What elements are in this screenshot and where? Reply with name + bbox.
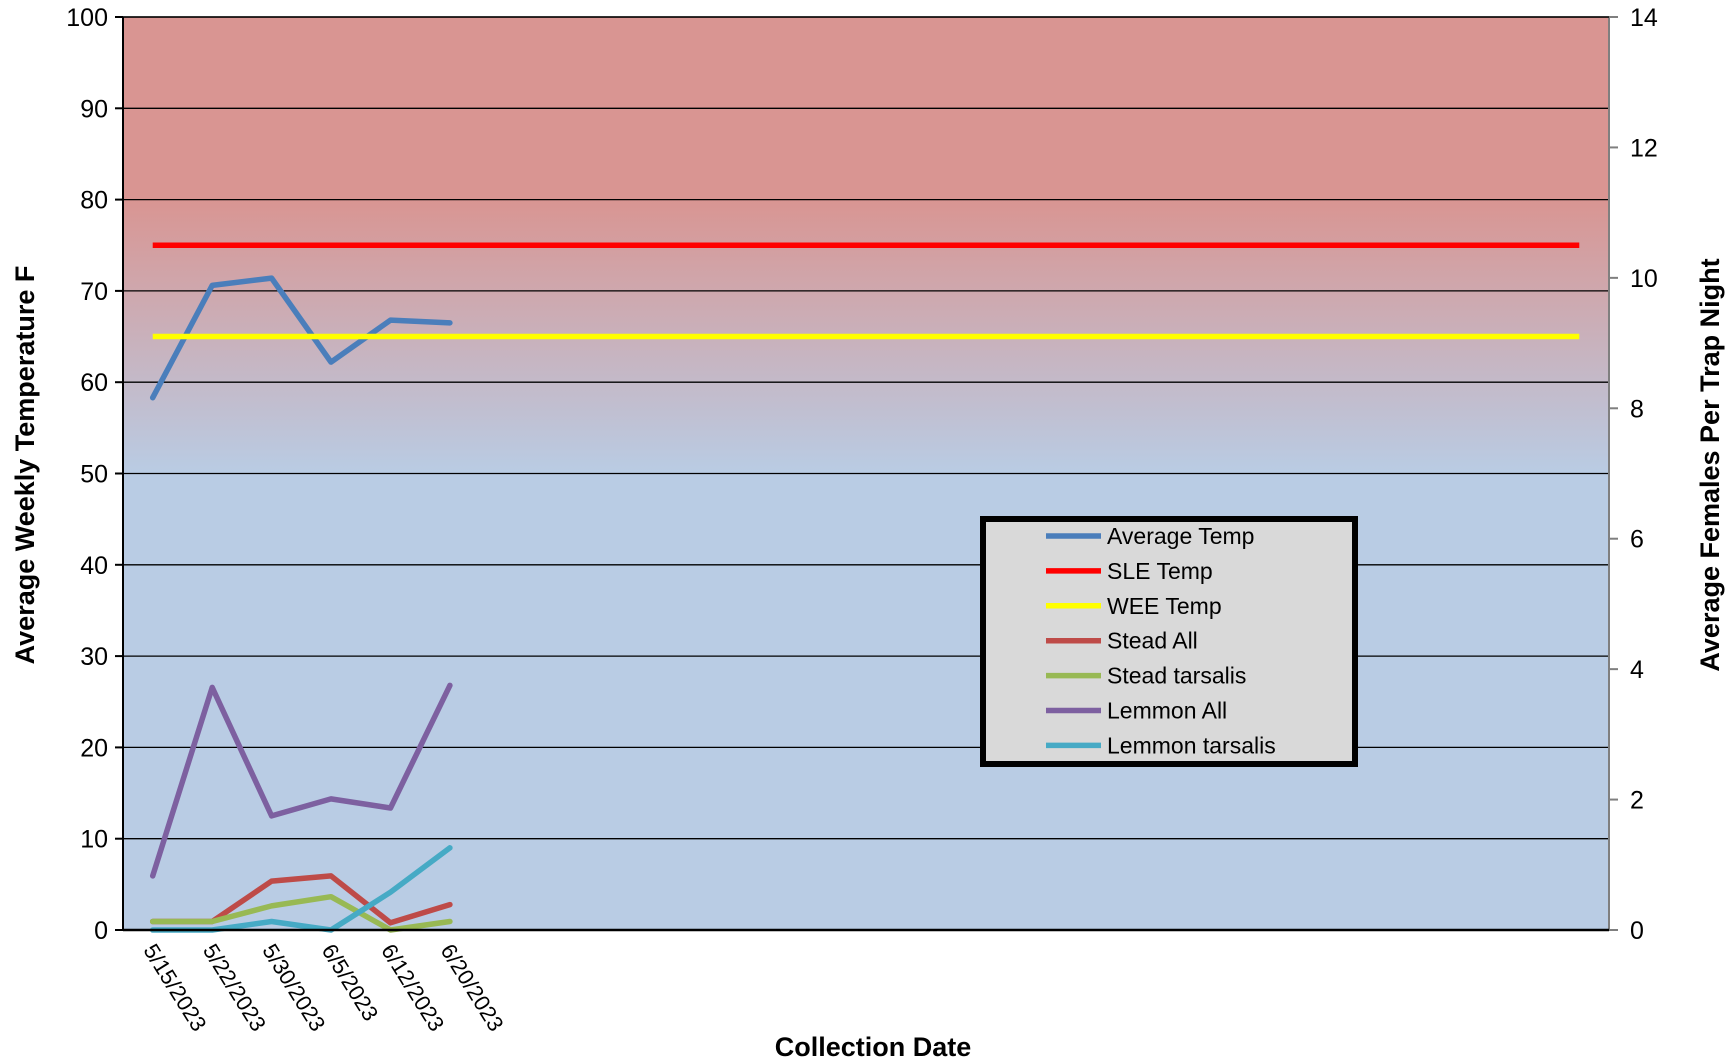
y-axis-title: Average Weekly Temperature F	[10, 266, 40, 665]
legend-label-lemmon-all: Lemmon All	[1107, 698, 1227, 724]
y-tick-label: 90	[80, 95, 108, 123]
legend-label-lemmon-tarsalis: Lemmon tarsalis	[1107, 732, 1276, 758]
y-tick-label: 20	[80, 734, 108, 762]
y2-tick-label: 8	[1630, 395, 1644, 423]
series-line-lemmon-all	[149, 682, 453, 879]
y2-tick-label: 6	[1630, 526, 1644, 554]
legend: Average Temp SLE Temp WEE Temp Stead All Ste…	[980, 516, 1358, 767]
y2-axis-title: Average Females Per Trap Night	[1695, 258, 1725, 671]
y2-tick-label: 0	[1630, 917, 1644, 945]
y2-tick-label: 12	[1630, 134, 1658, 162]
legend-label-stead-all: Stead All	[1107, 628, 1198, 654]
y2-tick-label: 14	[1630, 4, 1658, 32]
series-line-stead-tarsalis	[149, 893, 453, 933]
legend-box	[980, 516, 1358, 767]
y-tick-label: 30	[80, 643, 108, 671]
y-tick-label: 40	[80, 552, 108, 580]
y-tick-label: 10	[80, 826, 108, 854]
y2-tick-label: 10	[1630, 265, 1658, 293]
y-tick-label: 50	[80, 461, 108, 489]
y2-tick-label: 2	[1630, 787, 1644, 815]
y-tick-label: 80	[80, 187, 108, 215]
cool-zone-band	[123, 473, 1609, 930]
y2-tick-label: 4	[1630, 656, 1644, 684]
y-tick-label: 0	[94, 917, 108, 945]
y-tick-label: 100	[66, 4, 108, 32]
legend-label-wee-temp: WEE Temp	[1107, 593, 1222, 619]
legend-label-stead-tarsalis: Stead tarsalis	[1107, 663, 1246, 689]
series-line-average-temp	[149, 275, 453, 401]
y-tick-label: 60	[80, 369, 108, 397]
y-tick-label: 70	[80, 278, 108, 306]
x-axis-title: Collection Date	[775, 1032, 972, 1062]
legend-label-average-temp: Average Temp	[1107, 523, 1254, 549]
x-tick-label: 6/5/2023	[317, 939, 384, 1025]
legend-label-sle-temp: SLE Temp	[1107, 558, 1213, 584]
